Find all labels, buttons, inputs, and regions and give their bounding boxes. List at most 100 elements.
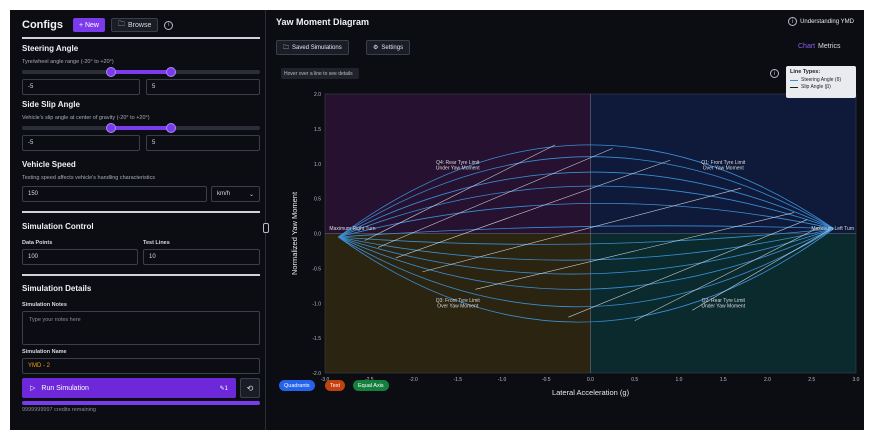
y-tick-label: -1.0 bbox=[312, 301, 321, 307]
slip-angle-line bbox=[422, 187, 742, 273]
folder-icon: 🗀 bbox=[118, 20, 125, 28]
understanding-label: Understanding YMD bbox=[800, 18, 854, 25]
info-icon: i bbox=[788, 17, 798, 26]
x-tick-label: -1.0 bbox=[498, 377, 507, 383]
speed-title: Vehicle Speed bbox=[22, 160, 76, 169]
settings-label: Settings bbox=[381, 44, 404, 51]
tab-metrics[interactable]: Metrics bbox=[818, 43, 841, 50]
data-points-input[interactable]: 100 bbox=[22, 249, 138, 265]
sim-control-title: Simulation Control bbox=[22, 222, 94, 231]
steering-title: Steering Angle bbox=[22, 44, 79, 53]
understanding-ymd-link[interactable]: i Understanding YMD bbox=[788, 17, 854, 26]
x-tick-label: 1.5 bbox=[720, 377, 727, 383]
slip-min-handle[interactable] bbox=[106, 123, 117, 133]
slip-angle-line bbox=[475, 212, 795, 290]
slip-angle-line bbox=[364, 144, 556, 241]
info-icon[interactable]: i bbox=[770, 69, 779, 78]
hover-hint: Hover over a line to see details bbox=[281, 68, 359, 79]
toggle-quadrants[interactable]: Quadrants bbox=[279, 380, 315, 391]
legend-steering: Steering Angle (δ) bbox=[790, 77, 852, 84]
chart-annotation: Under Yaw Moment bbox=[701, 303, 745, 309]
legend-swatch bbox=[790, 80, 798, 81]
sim-name-label: Simulation Name bbox=[22, 349, 67, 355]
slip-desc: Vehicle's slip angle at center of gravit… bbox=[22, 115, 150, 121]
line-type-legend: Line Types: Steering Angle (δ) Slip Angl… bbox=[786, 66, 856, 98]
chart-annotation: Over Yaw Moment bbox=[703, 165, 745, 171]
info-icon[interactable]: i bbox=[164, 20, 174, 30]
sim-details-title: Simulation Details bbox=[22, 284, 92, 293]
browse-button[interactable]: 🗀 Browse bbox=[111, 18, 159, 32]
slip-angle-line bbox=[692, 229, 830, 311]
steering-max-handle[interactable] bbox=[165, 67, 176, 77]
chart-annotation: Q2: Rear Tyre Limit bbox=[702, 298, 746, 304]
quadrant-q3 bbox=[325, 233, 591, 373]
steering-min-handle[interactable] bbox=[106, 67, 117, 77]
tab-chart[interactable]: Chart bbox=[798, 43, 816, 50]
panel-resize-handle[interactable] bbox=[263, 223, 269, 233]
steering-range-fill bbox=[111, 70, 171, 74]
run-count-badge: ✎1 bbox=[220, 385, 228, 392]
x-tick-label: 1.0 bbox=[676, 377, 683, 383]
toggle-equal-axis[interactable]: Equal Axis bbox=[353, 380, 389, 391]
legend-steering-label: Steering Angle (δ) bbox=[801, 77, 842, 83]
steering-range-slider[interactable] bbox=[22, 67, 260, 77]
x-tick-label: -2.0 bbox=[409, 377, 418, 383]
y-tick-label: 2.0 bbox=[314, 92, 321, 98]
y-tick-label: -2.0 bbox=[312, 371, 321, 377]
saved-simulations-button[interactable]: 🗀 Saved Simulations bbox=[276, 40, 349, 55]
slip-angle-line bbox=[377, 148, 613, 248]
steering-desc: Tyre/wheel angle range (-20° to +20°) bbox=[22, 59, 114, 65]
sim-name-input[interactable]: YMD - 2 bbox=[22, 358, 260, 374]
slip-max-input[interactable]: 5 bbox=[146, 135, 260, 151]
run-simulation-button[interactable]: ▷ Run Simulation ✎1 bbox=[22, 378, 236, 398]
x-tick-label: 2.0 bbox=[764, 377, 771, 383]
steering-angle-line bbox=[338, 228, 835, 308]
steering-angle-line bbox=[338, 225, 834, 238]
history-icon: ⟲ bbox=[246, 383, 254, 393]
x-tick-label: 0.5 bbox=[631, 377, 638, 383]
history-button[interactable]: ⟲ bbox=[240, 378, 260, 398]
speed-unit-select[interactable]: km/h ⌄ bbox=[211, 186, 260, 202]
config-panel: Configs + New 🗀 Browse i Steering Angle … bbox=[10, 10, 266, 430]
steering-min-input[interactable]: -5 bbox=[22, 79, 140, 95]
data-points-label: Data Points bbox=[22, 240, 53, 246]
steering-angle-line bbox=[338, 228, 835, 275]
chart-annotation: Maximum Left Turn bbox=[811, 226, 854, 232]
slip-range-slider[interactable] bbox=[22, 123, 260, 133]
slip-min-input[interactable]: -5 bbox=[22, 135, 140, 151]
steering-angle-line bbox=[338, 185, 835, 238]
quadrant-q4 bbox=[325, 94, 591, 234]
chart-annotation: Under Yaw Moment bbox=[436, 165, 480, 171]
yaw-moment-chart[interactable]: -3.0-2.5-2.0-1.5-1.0-0.50.00.51.01.52.02… bbox=[267, 66, 864, 406]
play-icon: ▷ bbox=[30, 385, 36, 392]
config-header: Configs + New 🗀 Browse i bbox=[22, 18, 174, 32]
browse-label: Browse bbox=[128, 21, 152, 29]
app-window: Configs + New 🗀 Browse i Steering Angle … bbox=[10, 10, 864, 430]
toggle-text[interactable]: Text bbox=[325, 380, 346, 391]
speed-input[interactable]: 150 bbox=[22, 186, 207, 202]
slip-angle-line bbox=[634, 226, 821, 321]
y-tick-label: 0.5 bbox=[314, 197, 321, 203]
steering-max-input[interactable]: 5 bbox=[146, 79, 260, 95]
divider bbox=[22, 37, 260, 39]
steering-angle-line bbox=[338, 228, 834, 245]
steering-angle-line bbox=[338, 228, 835, 323]
credits-progress bbox=[22, 401, 260, 405]
new-config-button[interactable]: + New bbox=[72, 18, 105, 32]
x-tick-label: 2.5 bbox=[808, 377, 815, 383]
chart-panel-title: Yaw Moment Diagram bbox=[276, 17, 370, 27]
notes-textarea[interactable]: Type your notes here bbox=[22, 311, 260, 345]
x-tick-label: -3.0 bbox=[321, 377, 330, 383]
slip-range-fill bbox=[111, 126, 171, 130]
chart-annotation: Q3: Front Tyre Limit bbox=[436, 298, 481, 304]
legend-slip: Slip Angle (β) bbox=[790, 84, 852, 91]
quadrant-q2 bbox=[590, 233, 856, 373]
legend-title: Line Types: bbox=[790, 69, 821, 75]
slip-max-handle[interactable] bbox=[165, 123, 176, 133]
steering-angle-line bbox=[338, 156, 835, 238]
run-count: 1 bbox=[224, 385, 228, 392]
test-lines-input[interactable]: 10 bbox=[143, 249, 260, 265]
steering-angle-line bbox=[338, 228, 835, 290]
y-tick-label: -0.5 bbox=[312, 266, 321, 272]
settings-button[interactable]: ⚙ Settings bbox=[366, 40, 411, 55]
